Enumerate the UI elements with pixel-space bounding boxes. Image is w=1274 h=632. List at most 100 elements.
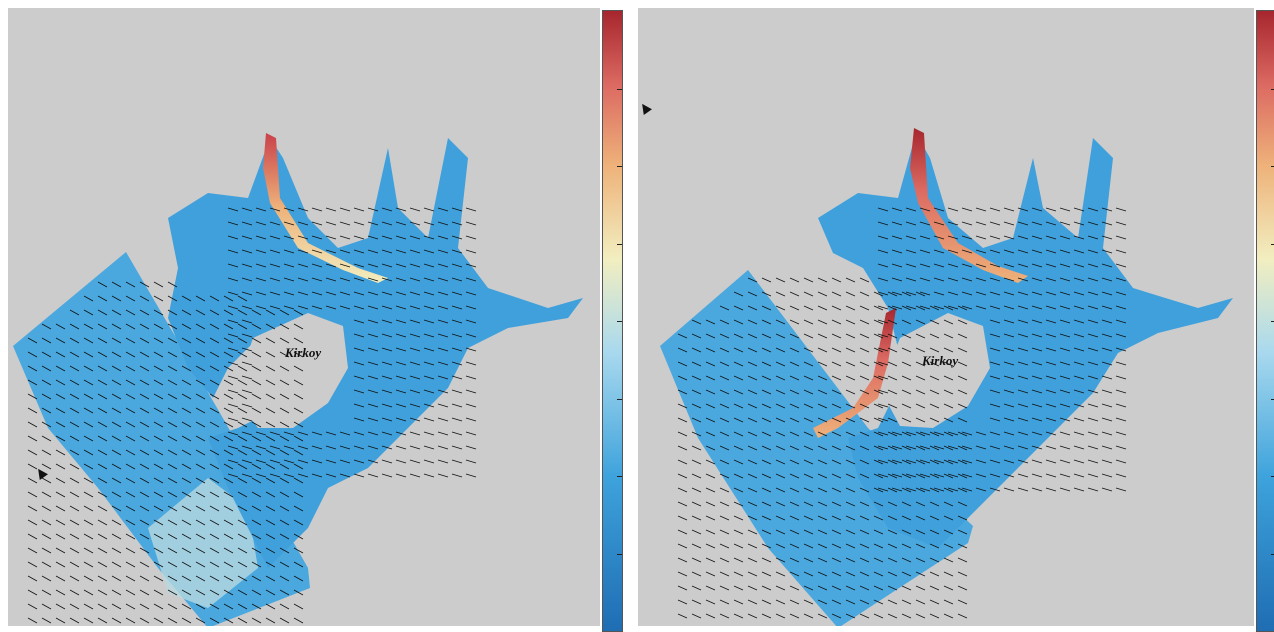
velocity-arrow	[27, 575, 38, 582]
velocity-arrow	[919, 291, 931, 296]
velocity-arrow	[1059, 333, 1071, 338]
velocity-arrow	[139, 421, 150, 428]
velocity-arrow	[409, 445, 421, 450]
velocity-arrow	[269, 277, 281, 282]
velocity-arrow	[83, 589, 94, 596]
velocity-arrow	[423, 403, 435, 408]
velocity-arrow	[223, 575, 234, 582]
velocity-arrow	[451, 417, 463, 422]
velocity-arrow	[845, 599, 856, 605]
velocity-arrow	[153, 407, 164, 414]
velocity-arrow	[265, 491, 276, 498]
velocity-arrow	[845, 543, 856, 549]
velocity-arrow	[69, 547, 80, 554]
velocity-arrow	[279, 463, 290, 470]
velocity-arrow	[251, 337, 262, 344]
velocity-arrow	[1045, 235, 1057, 240]
velocity-arrow	[41, 533, 52, 540]
velocity-arrow	[97, 393, 108, 400]
velocity-arrow	[905, 305, 917, 310]
velocity-arrow	[465, 319, 477, 324]
velocity-arrow	[69, 617, 80, 624]
velocity-arrow	[223, 505, 234, 512]
velocity-arrow	[111, 393, 122, 400]
velocity-arrow	[1115, 305, 1127, 310]
velocity-arrow	[845, 529, 856, 535]
velocity-arrow	[195, 379, 206, 386]
velocity-arrow	[891, 277, 903, 282]
velocity-arrow	[353, 417, 365, 422]
velocity-arrow	[167, 309, 178, 316]
velocity-arrow	[237, 463, 248, 470]
velocity-arrow	[209, 435, 220, 442]
velocity-arrow	[901, 529, 912, 535]
velocity-arrow	[111, 351, 122, 358]
velocity-arrow	[265, 365, 276, 372]
velocity-arrow	[69, 575, 80, 582]
velocity-arrow	[55, 547, 66, 554]
colorbar-tick	[617, 553, 622, 555]
velocity-arrow	[859, 473, 870, 479]
velocity-arrow	[139, 463, 150, 470]
velocity-arrow	[929, 459, 940, 465]
fjord-channel-south	[813, 308, 896, 438]
velocity-arrow	[125, 463, 136, 470]
velocity-arrow	[705, 431, 716, 437]
velocity-arrow	[677, 487, 688, 493]
velocity-arrow	[1003, 235, 1015, 240]
velocity-arrow	[1087, 389, 1099, 394]
velocity-arrow	[887, 319, 898, 325]
velocity-arrow	[1031, 445, 1043, 450]
velocity-arrow	[891, 263, 903, 268]
velocity-arrow	[733, 585, 744, 591]
velocity-arrow	[943, 347, 954, 353]
velocity-arrow	[465, 473, 477, 478]
velocity-arrow	[989, 221, 1001, 226]
velocity-arrow	[83, 561, 94, 568]
velocity-arrow	[989, 473, 1001, 478]
velocity-arrow	[353, 375, 365, 380]
velocity-arrow	[223, 309, 234, 316]
velocity-arrow	[195, 547, 206, 554]
velocity-arrow	[1059, 263, 1071, 268]
velocity-arrow	[845, 347, 856, 353]
velocity-arrow	[423, 333, 435, 338]
velocity-arrow	[1017, 319, 1029, 324]
velocity-arrow	[311, 221, 323, 226]
velocity-arrow	[55, 379, 66, 386]
velocity-arrow	[1059, 403, 1071, 408]
velocity-arrow	[919, 473, 931, 478]
velocity-arrow	[975, 487, 987, 492]
velocity-arrow	[733, 389, 744, 395]
velocity-arrow	[241, 459, 253, 464]
velocity-arrow	[705, 487, 716, 493]
velocity-arrow	[265, 477, 276, 484]
velocity-arrow	[1003, 487, 1015, 492]
velocity-arrow	[1087, 403, 1099, 408]
velocity-arrow	[905, 459, 917, 464]
velocity-arrow	[943, 529, 954, 535]
velocity-arrow	[831, 277, 842, 283]
velocity-arrow	[437, 207, 449, 212]
velocity-arrow	[929, 473, 940, 479]
velocity-arrow	[775, 571, 786, 577]
velocity-arrow	[223, 463, 234, 470]
velocity-arrow	[961, 445, 973, 450]
velocity-arrow	[747, 389, 758, 395]
velocity-arrow	[41, 379, 52, 386]
velocity-arrow	[947, 249, 959, 254]
velocity-arrow	[395, 445, 407, 450]
velocity-arrow	[83, 365, 94, 372]
velocity-arrow	[905, 473, 917, 478]
velocity-arrow	[237, 351, 248, 358]
velocity-arrow	[1101, 235, 1113, 240]
velocity-arrow	[209, 505, 220, 512]
velocity-arrow	[817, 277, 828, 283]
velocity-arrow	[961, 459, 973, 464]
velocity-arrow	[167, 617, 178, 624]
velocity-arrow	[381, 277, 393, 282]
velocity-arrow	[241, 431, 253, 436]
velocity-arrow	[423, 389, 435, 394]
velocity-arrow	[947, 431, 959, 436]
velocity-arrow	[237, 561, 248, 568]
